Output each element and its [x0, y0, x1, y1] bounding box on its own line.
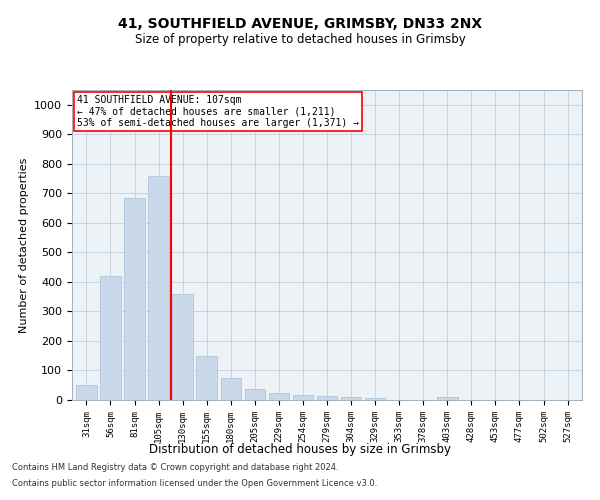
Bar — [124, 198, 145, 400]
Bar — [148, 176, 169, 400]
Text: Contains public sector information licensed under the Open Government Licence v3: Contains public sector information licen… — [12, 478, 377, 488]
Bar — [100, 276, 121, 400]
Bar — [221, 378, 241, 400]
Text: 41 SOUTHFIELD AVENUE: 107sqm
← 47% of detached houses are smaller (1,211)
53% of: 41 SOUTHFIELD AVENUE: 107sqm ← 47% of de… — [77, 94, 359, 128]
Bar — [76, 385, 97, 400]
Bar — [437, 397, 458, 400]
Bar — [365, 398, 385, 400]
Bar — [172, 294, 193, 400]
Text: Distribution of detached houses by size in Grimsby: Distribution of detached houses by size … — [149, 442, 451, 456]
Y-axis label: Number of detached properties: Number of detached properties — [19, 158, 29, 332]
Bar — [269, 392, 289, 400]
Text: 41, SOUTHFIELD AVENUE, GRIMSBY, DN33 2NX: 41, SOUTHFIELD AVENUE, GRIMSBY, DN33 2NX — [118, 18, 482, 32]
Text: Contains HM Land Registry data © Crown copyright and database right 2024.: Contains HM Land Registry data © Crown c… — [12, 464, 338, 472]
Bar — [293, 394, 313, 400]
Bar — [317, 396, 337, 400]
Text: Size of property relative to detached houses in Grimsby: Size of property relative to detached ho… — [134, 32, 466, 46]
Bar — [196, 356, 217, 400]
Bar — [341, 397, 361, 400]
Bar — [245, 389, 265, 400]
